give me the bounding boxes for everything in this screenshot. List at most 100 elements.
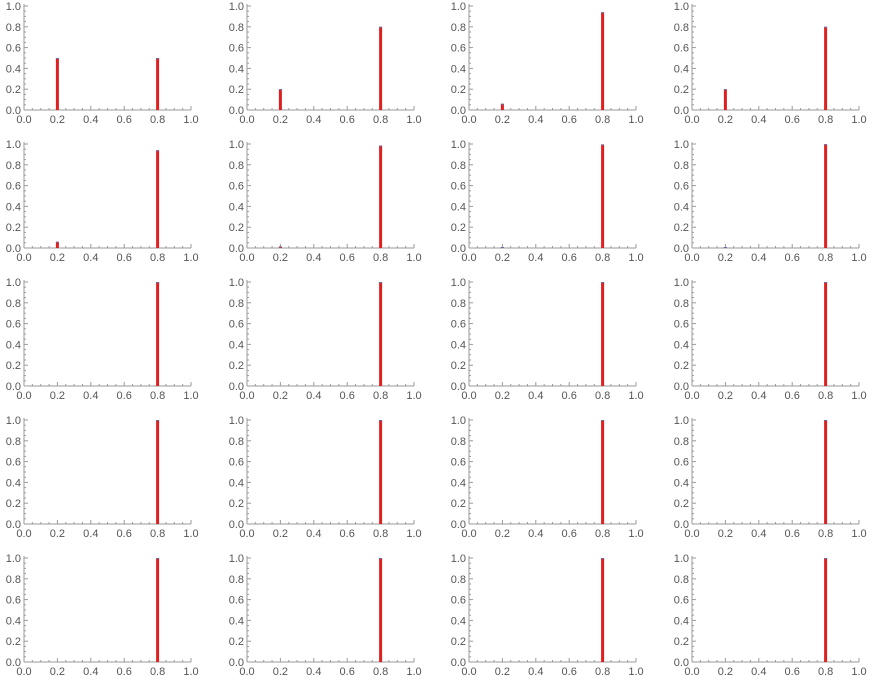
y-tick-label: 1.0 (229, 277, 244, 289)
y-tick-label: 0.8 (6, 298, 21, 310)
x-tick-label: 1.0 (406, 252, 421, 264)
x-tick-label: 0.4 (751, 390, 766, 402)
chart-panel-6: 0.0 0.2 0.4 0.6 0.8 1.0 0.0 0.2 0.4 0.6 0.8 1.0 (229, 139, 422, 264)
chart-panel-7: 0.0 0.2 0.4 0.6 0.8 1.0 0.0 0.2 0.4 0.6 0.8 1.0 (451, 139, 644, 264)
y-tick-label: 0.4 (6, 339, 21, 351)
y-tick-label: 0.4 (674, 339, 689, 351)
x-tick-label: 0.6 (117, 252, 132, 264)
y-tick-label: 1.0 (674, 415, 689, 427)
x-tick-label: 1.0 (183, 252, 198, 264)
y-tick-label: 0.0 (451, 381, 466, 393)
x-tick-label: 0.6 (562, 252, 577, 264)
y-tick-label: 0.4 (451, 477, 466, 489)
y-tick-label: 0.4 (229, 201, 244, 213)
y-tick-label: 0.2 (6, 222, 21, 234)
chart-panel-15: 0.0 0.2 0.4 0.6 0.8 1.0 0.0 0.2 0.4 0.6 0.8 1.0 (451, 415, 644, 540)
x-tick-label: 0.0 (239, 528, 254, 540)
bar-x-0.8 (601, 282, 605, 386)
y-tick-label: 0.6 (6, 43, 21, 55)
bar-x-0.8 (601, 144, 605, 248)
y-tick-label: 0.2 (229, 498, 244, 510)
bar-x-0.2 (500, 103, 504, 110)
chart-panel-18: 0.0 0.2 0.4 0.6 0.8 1.0 0.0 0.2 0.4 0.6 0.8 1.0 (229, 553, 422, 678)
y-tick-label: 0.6 (674, 457, 689, 469)
bar-x-0.8 (824, 26, 828, 110)
x-tick-label: 0.8 (373, 528, 388, 540)
y-tick-label: 0.8 (6, 574, 21, 586)
y-tick-label: 0.6 (674, 319, 689, 331)
bar-x-0.2 (278, 89, 282, 110)
chart-panel-8: 0.0 0.2 0.4 0.6 0.8 1.0 0.0 0.2 0.4 0.6 0.8 1.0 (674, 139, 867, 264)
x-tick-label: 0.8 (373, 114, 388, 126)
bar-x-0.8 (379, 420, 383, 524)
y-tick-label: 0.2 (451, 222, 466, 234)
y-tick-label: 1.0 (6, 277, 21, 289)
x-tick-label: 0.6 (785, 528, 800, 540)
x-tick-label: 1.0 (183, 390, 198, 402)
chart-panel-12: 0.0 0.2 0.4 0.6 0.8 1.0 0.0 0.2 0.4 0.6 0.8 1.0 (674, 277, 867, 402)
y-tick-label: 0.8 (674, 436, 689, 448)
chart-panel-10: 0.0 0.2 0.4 0.6 0.8 1.0 0.0 0.2 0.4 0.6 0.8 1.0 (229, 277, 422, 402)
bar-x-0.8 (379, 145, 383, 248)
x-tick-label: 0.0 (16, 252, 31, 264)
y-tick-label: 0.0 (674, 243, 689, 255)
y-tick-label: 0.6 (229, 595, 244, 607)
y-tick-label: 0.6 (674, 181, 689, 193)
x-tick-label: 0.6 (117, 528, 132, 540)
x-tick-label: 0.4 (306, 252, 321, 264)
chart-panel-4: 0.0 0.2 0.4 0.6 0.8 1.0 0.0 0.2 0.4 0.6 0.8 1.0 (674, 1, 867, 126)
y-tick-label: 0.0 (674, 105, 689, 117)
y-tick-label: 0.2 (674, 222, 689, 234)
y-tick-label: 0.0 (451, 105, 466, 117)
bar-x-0.8 (156, 558, 160, 662)
x-tick-label: 0.8 (595, 528, 610, 540)
y-tick-label: 0.2 (229, 84, 244, 96)
y-tick-label: 0.8 (451, 160, 466, 172)
chart-panel-11: 0.0 0.2 0.4 0.6 0.8 1.0 0.0 0.2 0.4 0.6 0.8 1.0 (451, 277, 644, 402)
y-tick-label: 1.0 (674, 277, 689, 289)
y-tick-label: 0.2 (229, 222, 244, 234)
bar-x-0.8 (601, 420, 605, 524)
x-tick-label: 0.0 (684, 252, 699, 264)
x-tick-label: 0.2 (50, 114, 65, 126)
bar-x-0.2 (723, 89, 727, 110)
bar-x-0.8 (601, 12, 605, 111)
x-tick-label: 1.0 (183, 114, 198, 126)
y-tick-label: 0.4 (451, 63, 466, 75)
x-tick-label: 0.2 (718, 666, 733, 678)
x-tick-label: 0.6 (785, 666, 800, 678)
x-tick-label: 0.4 (751, 252, 766, 264)
x-tick-label: 0.8 (595, 390, 610, 402)
x-tick-label: 0.0 (461, 114, 476, 126)
x-tick-label: 0.2 (495, 528, 510, 540)
y-tick-label: 1.0 (6, 1, 21, 13)
x-tick-label: 0.8 (818, 114, 833, 126)
x-tick-label: 0.8 (818, 666, 833, 678)
y-tick-label: 0.0 (6, 243, 21, 255)
x-tick-label: 1.0 (851, 252, 866, 264)
x-tick-label: 0.2 (50, 666, 65, 678)
y-tick-label: 0.6 (451, 457, 466, 469)
y-tick-label: 0.6 (6, 181, 21, 193)
y-tick-label: 0.0 (674, 381, 689, 393)
y-tick-label: 0.6 (451, 181, 466, 193)
x-tick-label: 0.4 (751, 666, 766, 678)
y-tick-label: 0.2 (6, 360, 21, 372)
x-tick-label: 0.4 (306, 390, 321, 402)
x-tick-label: 0.0 (684, 666, 699, 678)
x-tick-label: 0.0 (239, 114, 254, 126)
x-tick-label: 0.6 (562, 390, 577, 402)
y-tick-label: 0.4 (6, 63, 21, 75)
y-tick-label: 0.4 (674, 63, 689, 75)
x-tick-label: 1.0 (851, 528, 866, 540)
y-tick-label: 0.8 (451, 298, 466, 310)
y-tick-label: 0.4 (451, 201, 466, 213)
chart-panel-3: 0.0 0.2 0.4 0.6 0.8 1.0 0.0 0.2 0.4 0.6 0.8 1.0 (451, 1, 644, 126)
y-tick-label: 0.8 (229, 436, 244, 448)
y-tick-label: 0.6 (229, 181, 244, 193)
y-tick-label: 0.8 (451, 574, 466, 586)
x-tick-label: 0.6 (785, 114, 800, 126)
x-tick-label: 0.8 (595, 666, 610, 678)
bar-x-0.8 (601, 558, 605, 662)
